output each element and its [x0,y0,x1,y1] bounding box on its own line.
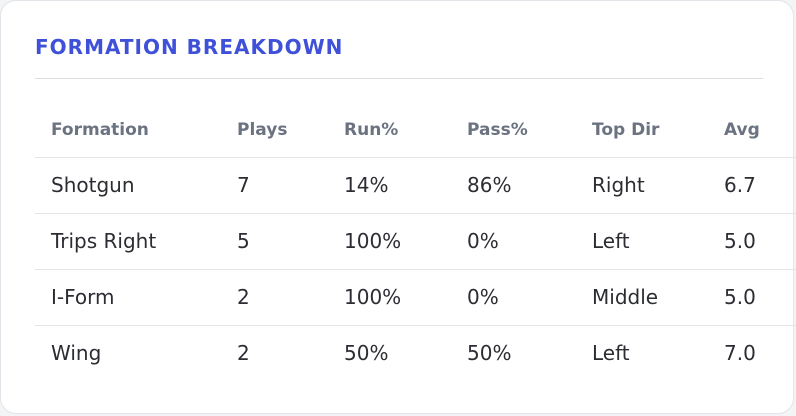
cell-plays: 5 [221,213,328,270]
cell-formation: Trips Right [35,213,221,270]
cell-top-dir: Left [576,213,708,270]
title-divider [35,78,763,79]
cell-formation: Wing [51,341,102,366]
cell-pass-pct: 0% [451,213,576,270]
table-row: Wing 2 50% 50% Left 7.0 [35,325,796,381]
table-header-row: Formation Plays Run% Pass% Top Dir Avg [35,104,796,158]
cell-run-pct: 100% [328,269,451,326]
column-header-avg[interactable]: Avg [708,104,796,158]
cell-pass-pct: 86% [451,157,576,214]
cell-pass-pct: 50% [467,341,512,366]
cell-run-pct: 14% [328,157,451,214]
cell-plays: 2 [237,341,250,366]
table-row: Trips Right 5 100% 0% Left 5.0 [35,213,796,270]
cell-top-dir: Right [576,157,708,214]
cell-plays: 7 [221,157,328,214]
column-header-plays[interactable]: Plays [221,104,328,158]
column-header-run-pct[interactable]: Run% [328,104,451,158]
column-header-top-dir[interactable]: Top Dir [576,104,708,158]
column-header-pass-pct[interactable]: Pass% [451,104,576,158]
card-title: FORMATION BREAKDOWN [35,35,344,59]
cell-formation: Shotgun [35,157,221,214]
cell-run-pct: 100% [328,213,451,270]
cell-plays: 2 [221,269,328,326]
cell-top-dir: Left [592,341,630,366]
cell-pass-pct: 0% [451,269,576,326]
cell-run-pct: 50% [344,341,389,366]
table-row: Shotgun 7 14% 86% Right 6.7 [35,157,796,214]
cell-top-dir: Middle [576,269,708,326]
formation-table: Formation Plays Run% Pass% Top Dir Avg S… [35,104,796,381]
column-header-formation[interactable]: Formation [35,104,221,158]
cell-avg: 5.0 [708,269,796,326]
cell-formation: I-Form [35,269,221,326]
cell-avg: 7.0 [724,341,756,366]
cell-avg: 5.0 [708,213,796,270]
cell-avg: 6.7 [708,157,796,214]
table-row: I-Form 2 100% 0% Middle 5.0 [35,269,796,326]
